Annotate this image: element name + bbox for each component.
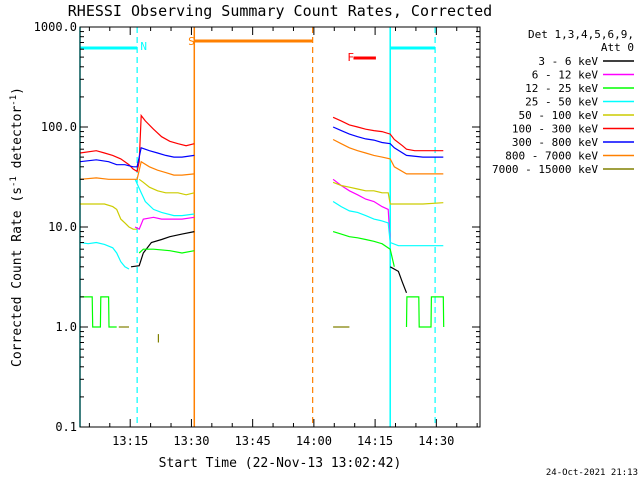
legend-entry-label: 300 - 800 keV — [512, 136, 598, 149]
legend-entry-label: 12 - 25 keV — [525, 82, 598, 95]
series-layer — [79, 113, 445, 343]
series-7-line-1 — [332, 138, 444, 175]
series-3-line-2 — [332, 200, 444, 247]
footer-date: 24-Oct-2021 21:13 — [546, 468, 638, 478]
y-tick-label: 100.0 — [41, 120, 77, 134]
series-4-line-1 — [138, 178, 195, 196]
x-axis-label: Start Time (22-Nov-13 13:02:42) — [159, 456, 402, 471]
legend-entry-label: 50 - 100 keV — [519, 109, 599, 122]
legend-header-line-1: Det 1,3,4,5,6,9, — [528, 28, 634, 41]
series-0-line-1 — [389, 266, 408, 294]
series-2-line-3 — [405, 296, 445, 328]
y-tick-label: 0.1 — [55, 420, 77, 434]
legend-entry-label: 6 - 12 keV — [532, 69, 599, 82]
series-1-line-0 — [134, 216, 195, 231]
y-tick-label: 1.0 — [55, 320, 77, 334]
x-tick-label: 13:15 — [112, 434, 148, 448]
series-7-line-0 — [79, 160, 195, 180]
legend-entry-label: 25 - 50 keV — [525, 96, 598, 109]
series-4-line-0 — [80, 203, 138, 230]
legend-entry-label: 800 - 7000 keV — [505, 150, 598, 163]
legend-entry-label: 100 - 300 keV — [512, 123, 598, 136]
series-2-line-1 — [138, 248, 195, 254]
series-6-line-1 — [332, 126, 444, 158]
x-tick-label: 13:45 — [235, 434, 271, 448]
series-2-line-0 — [80, 296, 117, 328]
x-tick-label: 14:00 — [296, 434, 332, 448]
chart-title: RHESSI Observing Summary Count Rates, Co… — [68, 2, 492, 20]
y-axis-label: Corrected Count Rate (s-1 detector-1) — [9, 87, 25, 367]
series-2-line-2 — [332, 231, 395, 267]
series-5-line-0 — [79, 113, 195, 173]
x-tick-label: 14:15 — [357, 434, 393, 448]
series-0-line-0 — [130, 231, 195, 268]
annotation-layer: N S F — [79, 27, 436, 427]
marker-n: N — [140, 40, 147, 53]
series-5-line-1 — [332, 116, 444, 152]
series-3-line-0 — [79, 241, 130, 270]
legend-entry-label: 7000 - 15000 keV — [492, 163, 598, 176]
legend-header-line-2: Att 0 — [601, 41, 634, 54]
series-1-line-1 — [332, 178, 391, 243]
marker-f: F — [347, 51, 354, 64]
marker-s: S — [188, 35, 195, 48]
x-tick-label: 13:30 — [173, 434, 209, 448]
series-4-line-2 — [332, 181, 444, 205]
y-tick-label: 10.0 — [48, 220, 77, 234]
x-tick-label: 14:30 — [418, 434, 454, 448]
legend-entry-label: 3 - 6 keV — [538, 55, 598, 68]
series-6-line-0 — [79, 147, 195, 168]
y-tick-label: 1000.0 — [34, 20, 77, 34]
axes-layer: 1000.0 100.0 10.0 1.0 0.1 13:15 13:30 13:45 14:0… — [34, 20, 480, 448]
series-3-line-1 — [134, 179, 195, 217]
